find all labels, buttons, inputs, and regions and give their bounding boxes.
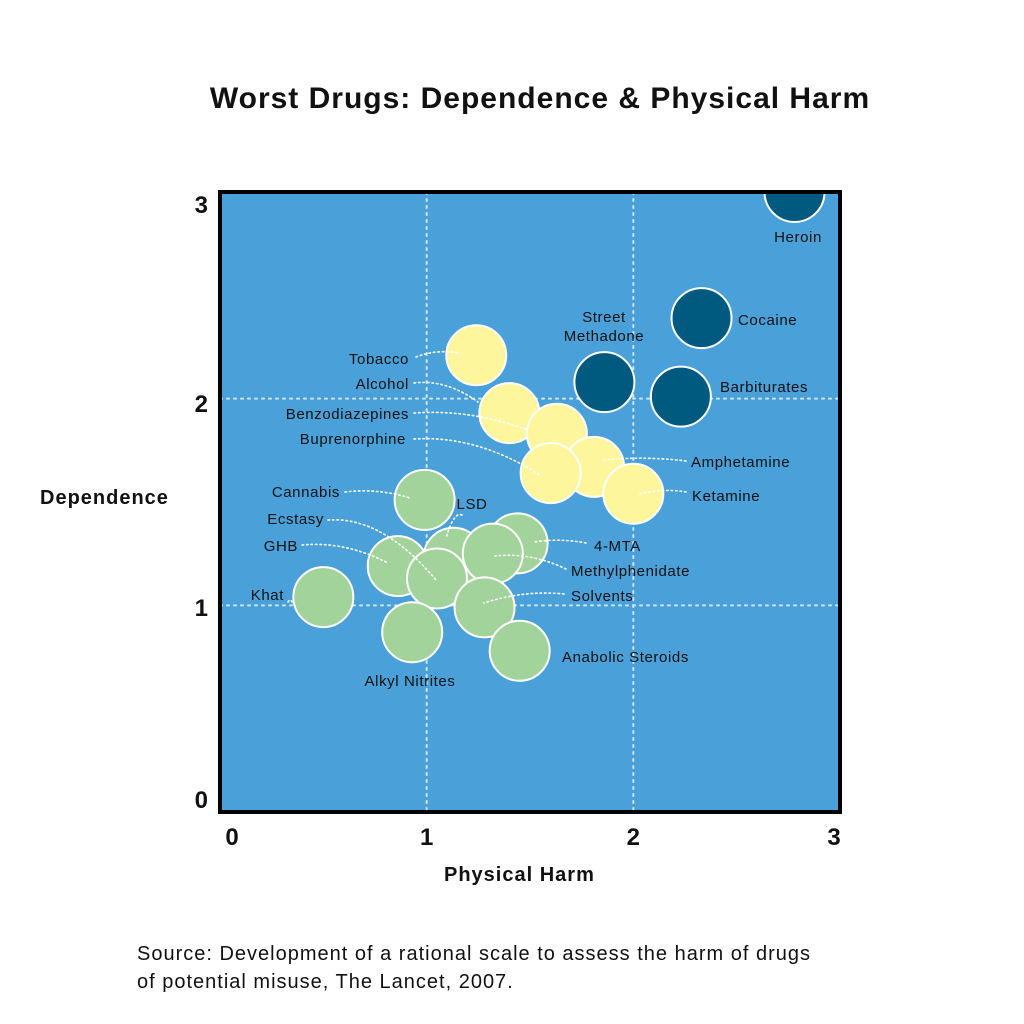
leader-line (533, 539, 587, 544)
bubbles-layer (292, 192, 826, 682)
x-tick-label: 3 (827, 824, 840, 851)
point-label-anabolic-steroids: Anabolic Steroids (562, 649, 689, 666)
bubble-heroin (763, 192, 826, 223)
point-label-ecstasy: Ecstasy (267, 511, 324, 528)
x-axis-label: Physical Harm (444, 864, 595, 886)
point-label-lsd: LSD (457, 496, 488, 513)
bubble-khat (292, 566, 355, 629)
source-line-2: of potential misuse, The Lancet, 2007. (137, 971, 514, 993)
leader-line (494, 554, 567, 570)
source-line-1: Source: Development of a rational scale … (137, 943, 811, 965)
point-label-alcohol: Alcohol (356, 376, 409, 393)
plot-background (220, 192, 840, 812)
point-label-barbiturates: Barbiturates (720, 379, 808, 396)
bubble-anabolic-steroids (488, 619, 551, 682)
source-note: Source: Development of a rational scale … (137, 940, 957, 996)
point-label-4-mta: 4-MTA (594, 538, 641, 555)
point-label-amphetamine: Amphetamine (691, 454, 790, 471)
point-labels-layer: Heroin Cocaine Street Methadone Barbiturates… (251, 229, 822, 690)
y-tick-label: 2 (195, 391, 208, 418)
bubble-barbiturates (649, 365, 712, 428)
leader-line (344, 490, 411, 499)
y-tick-label: 0 (195, 787, 208, 814)
point-label-solvents: Solvents (571, 588, 633, 605)
point-label-cocaine: Cocaine (738, 312, 797, 329)
point-label-ghb: GHB (264, 538, 298, 555)
bubble-street-methadone (573, 351, 636, 414)
bubble-buprenorphine (519, 442, 582, 505)
leader-line (639, 489, 687, 495)
x-tick-label: 0 (225, 824, 238, 851)
x-tick-label: 2 (627, 824, 640, 851)
point-label-benzodiazepines: Benzodiazepines (286, 406, 409, 423)
bubble-ecstasy (406, 547, 468, 610)
bubble-methylphenidate (461, 522, 524, 585)
point-label-buprenorphine: Buprenorphine (300, 431, 406, 448)
point-label-ketamine: Ketamine (692, 488, 760, 505)
point-label-heroin: Heroin (774, 229, 822, 246)
point-label-tobacco: Tobacco (349, 351, 409, 368)
chart-title: Worst Drugs: Dependence & Physical Harm (209, 82, 871, 115)
leader-line (603, 457, 687, 462)
leader-lines-layer (287, 350, 687, 604)
y-axis-label: Dependence (40, 487, 169, 509)
point-label-street-methadone: Street Methadone (564, 309, 644, 345)
point-label-alkyl-nitrites: Alkyl Nitrites (365, 673, 456, 690)
bubble-tobacco (445, 324, 508, 387)
bubble-alkyl-nitrites (381, 601, 444, 664)
leader-line (445, 513, 463, 539)
point-label-methylphenidate: Methylphenidate (571, 563, 690, 580)
leader-line (413, 437, 541, 476)
leader-line (301, 543, 389, 564)
leader-line (413, 381, 479, 403)
plot-frame (218, 190, 842, 814)
leader-line (413, 411, 529, 431)
leader-line (483, 592, 565, 604)
y-tick-label: 3 (195, 192, 208, 219)
bubble-solvents (453, 576, 516, 639)
y-tick-label: 1 (195, 595, 208, 622)
point-label-khat: Khat (251, 587, 284, 604)
leader-line (287, 599, 293, 603)
bubble-ketamine (602, 462, 665, 525)
bubble-cocaine (670, 287, 733, 350)
bubble-cannabis (393, 468, 456, 531)
point-label-cannabis: Cannabis (272, 484, 340, 501)
x-tick-label: 1 (420, 824, 433, 851)
